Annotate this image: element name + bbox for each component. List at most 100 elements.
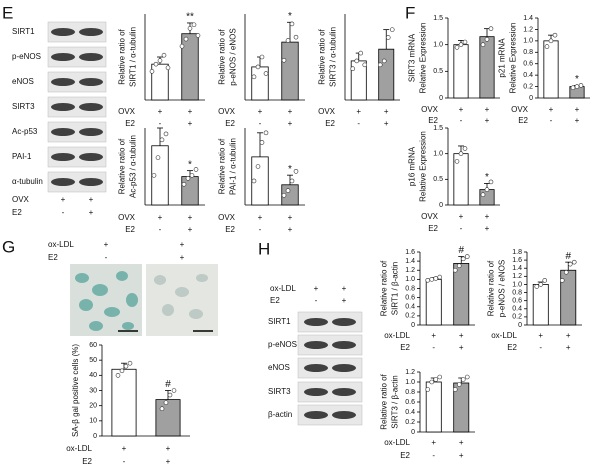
condition-level: + [342,284,347,293]
condition-level: + [61,195,66,204]
bar [378,48,395,101]
condition-level: - [550,116,553,125]
blot-band [79,128,103,136]
bar [181,176,199,206]
condition-name: E2 [48,253,58,262]
condition-level: + [180,240,185,249]
y-tick-label: 60 [89,342,97,349]
significance-mark: # [458,245,464,256]
data-point [167,392,173,398]
condition-name: ox-LDL [491,331,517,340]
blot-band [79,78,103,86]
y-axis-label: SA-β gal positive cells (%) [71,344,80,437]
y-tick-label: 1.4 [405,258,415,265]
condition-level: + [188,213,193,222]
data-point [381,58,387,64]
blot-band [79,53,103,61]
blot-label: Ac-p53 [12,127,38,136]
y-tick-label: 0 [518,322,522,329]
data-point [538,282,544,287]
bar [155,399,181,437]
bar [479,189,495,206]
blot-strip [47,146,107,168]
y-axis-label: SIRT1 / α-tubulin [129,27,138,87]
y-tick-label: 1.0 [405,276,415,283]
condition-level: + [104,240,109,249]
condition-name: OVX [118,107,136,116]
data-point [570,85,576,91]
bar [181,33,199,101]
condition-level: + [485,116,490,125]
data-point [460,256,466,262]
data-point [571,259,577,265]
data-point [171,388,177,393]
data-point [488,179,494,185]
condition-level: - [159,225,162,234]
data-point [187,26,193,31]
blot-strip [297,357,363,379]
y-tick-label: 1.5 [433,15,443,22]
data-point [563,269,569,275]
bar [453,263,470,326]
y-axis-label: p-eNOS / eNOS [229,28,238,85]
condition-name: E2 [507,343,517,352]
condition-name: ox-LDL [48,240,74,249]
blot-label: SIRT1 [12,27,35,36]
condition-name: E2 [428,116,438,125]
condition-level: - [159,119,162,128]
data-point [179,43,185,49]
data-point [534,284,540,289]
condition-name: E2 [400,451,410,460]
blot-label: p-eNOS [268,340,297,349]
data-point [429,277,435,282]
y-tick-label: 0.6 [405,399,415,406]
condition-level: + [485,212,490,221]
blot-band [332,341,356,349]
bar [543,40,559,99]
condition-name: E2 [518,116,528,125]
significance-mark: * [288,164,292,175]
data-point [350,66,356,72]
data-point [155,155,161,160]
y-axis-label: SIRT1 / β-actin [391,262,400,315]
condition-level: - [62,208,65,217]
cell-images [70,264,218,336]
data-point [548,38,554,44]
data-point [425,277,431,283]
y-tick-label: 0.4 [405,304,415,311]
condition-name: ox-LDL [384,438,410,447]
data-point [425,387,431,392]
data-point [462,146,468,151]
data-point [488,26,494,31]
data-point [456,382,462,387]
data-point [544,44,550,49]
condition-level: + [342,296,347,305]
blot-band [51,78,75,86]
blot-label: β-actin [268,410,292,419]
condition-level: + [384,107,389,116]
condition-name: E2 [125,119,135,128]
data-point [193,167,199,172]
data-point [293,169,299,174]
data-point [189,173,195,178]
y-tick-label: 0.6 [512,298,522,305]
panel-letter: G [2,237,15,256]
stain-image [146,264,218,336]
condition-level: - [315,296,318,305]
y-tick-label: 0 [529,95,533,102]
bar [281,41,299,101]
blot-label: SIRT3 [12,102,35,111]
data-point [259,54,265,60]
y-tick-label: 0 [439,202,443,209]
y-tick-label: 0.8 [523,49,533,56]
data-point [151,173,157,178]
condition-level: - [357,119,360,128]
data-point [191,22,197,28]
blot-band [51,53,75,61]
condition-level: - [259,225,262,234]
y-tick-label: 50 [89,357,97,364]
data-point [456,263,462,268]
condition-level: + [188,107,193,116]
y-tick-label: 0.6 [523,61,533,68]
blot-label: eNOS [268,363,290,372]
